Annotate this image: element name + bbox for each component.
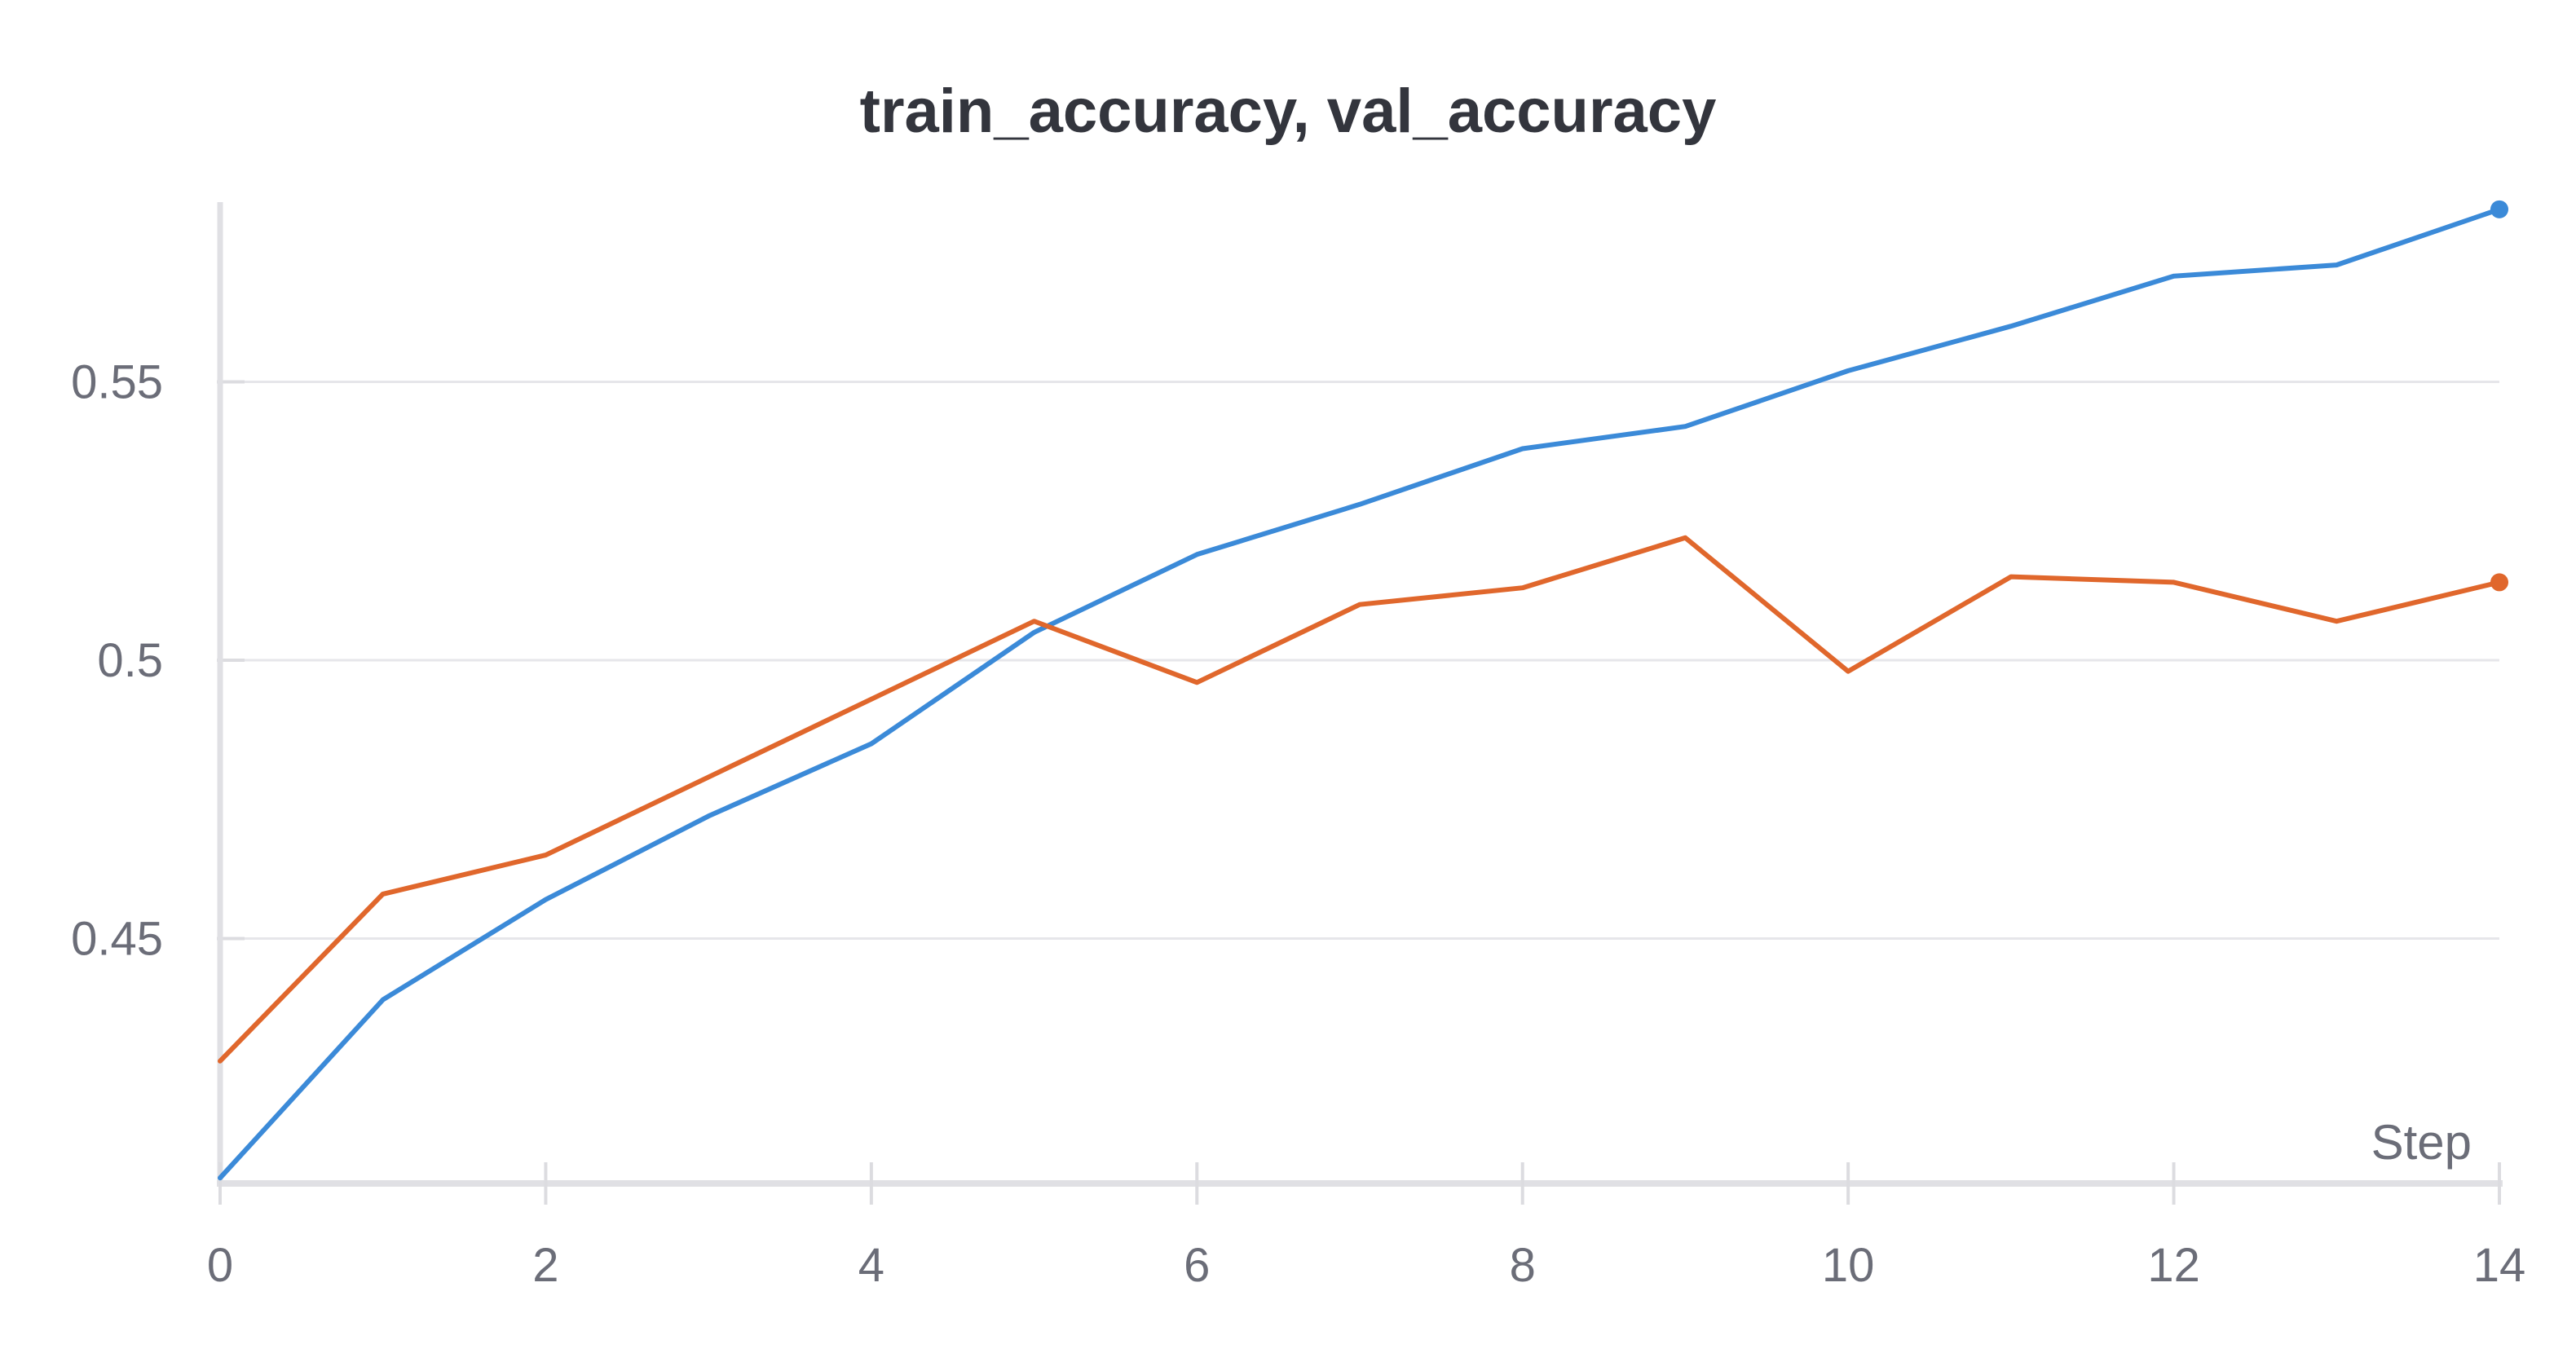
tick-labels: 0.45 0.5 0.55 0 2 4 6 8 10 12 14	[71, 356, 2525, 1292]
x-tick-label: 6	[1184, 1239, 1210, 1292]
series-end-point-1	[2490, 200, 2508, 218]
chart-title: train_accuracy, val_accuracy	[860, 77, 1717, 146]
series-line-1	[218, 206, 2502, 1181]
x-axis-label: Step	[2371, 1115, 2472, 1170]
series-end-point-2	[2490, 573, 2508, 592]
x-tick-label: 14	[2473, 1239, 2526, 1292]
axes	[217, 202, 2503, 1205]
series-end-points	[2490, 200, 2508, 592]
x-tick-label: 8	[1510, 1239, 1536, 1292]
x-tick-label: 12	[2147, 1239, 2200, 1292]
x-tick-label: 10	[1822, 1239, 1875, 1292]
y-tick-label: 0.5	[97, 634, 163, 687]
x-tick-label: 0	[207, 1239, 233, 1292]
y-tick-label: 0.45	[71, 913, 163, 966]
series-lines	[218, 206, 2502, 1181]
series-line-2	[218, 535, 2502, 1064]
y-tick-label: 0.55	[71, 356, 163, 409]
grid-lines	[220, 381, 2499, 940]
x-tick-label: 4	[858, 1239, 884, 1292]
x-tick-label: 2	[532, 1239, 558, 1292]
